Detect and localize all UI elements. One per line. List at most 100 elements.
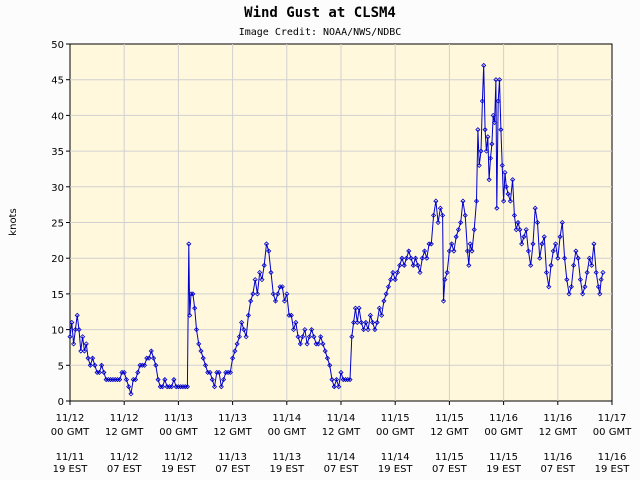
data-point [132, 377, 139, 383]
data-point [479, 98, 485, 104]
y-tick-label: 10 [51, 326, 64, 337]
data-point [537, 255, 543, 261]
data-point [279, 284, 285, 290]
data-point [593, 269, 599, 276]
data-point [559, 219, 565, 226]
data-point [440, 212, 446, 218]
data-point [309, 327, 315, 333]
data-point [562, 255, 568, 261]
data-point [379, 312, 385, 318]
data-point [510, 177, 516, 183]
data-point [597, 291, 603, 297]
x-tick-label-gmt: 12 GMT [322, 427, 361, 438]
data-point [69, 319, 75, 326]
x-tick-label-gmt: 00 GMT [484, 427, 523, 438]
data-point [464, 248, 471, 254]
data-point [475, 127, 481, 133]
data-point [248, 298, 254, 304]
data-point [428, 241, 434, 247]
data-point [320, 341, 326, 347]
data-point [499, 162, 505, 168]
x-tick-label-gmt: 12 GMT [105, 427, 144, 438]
data-point [492, 119, 498, 126]
data-point [498, 127, 504, 133]
x-tick-label-gmt: 11/16 [489, 413, 518, 424]
x-tick-label-gmt: 11/12 [56, 413, 85, 424]
data-point [370, 319, 376, 326]
x-tick-label-est: 19 EST [595, 464, 631, 475]
data-point [521, 234, 527, 240]
data-point [394, 269, 401, 276]
data-point [361, 327, 367, 333]
data-point [543, 269, 550, 276]
x-tick-label-est: 19 EST [53, 464, 89, 475]
series-markers [67, 62, 606, 397]
y-tick-label: 50 [51, 40, 64, 51]
data-point [300, 334, 306, 340]
data-point [494, 205, 500, 211]
data-point [87, 362, 93, 368]
data-point [523, 227, 529, 233]
data-point [365, 327, 371, 333]
data-point [284, 291, 290, 297]
data-point [135, 369, 141, 376]
data-point [455, 227, 461, 233]
data-point [198, 348, 204, 354]
data-point [259, 277, 265, 283]
data-point [171, 377, 177, 383]
data-point [469, 248, 475, 254]
y-tick-label: 25 [51, 219, 64, 230]
data-point [577, 277, 583, 283]
data-point [363, 319, 369, 326]
data-point [507, 198, 513, 204]
data-point [390, 269, 396, 276]
data-point [451, 248, 457, 254]
y-tick-label: 45 [51, 76, 64, 87]
x-tick-label-est: 07 EST [107, 464, 143, 475]
data-point [530, 241, 536, 247]
data-point [483, 148, 490, 154]
data-point [460, 198, 466, 204]
data-point [250, 291, 256, 297]
data-point [376, 305, 382, 311]
data-point [261, 262, 267, 268]
data-point [566, 291, 572, 297]
data-point [318, 334, 324, 340]
data-point [266, 248, 272, 254]
data-point [150, 355, 157, 361]
data-point [495, 98, 501, 104]
data-point [202, 362, 209, 368]
data-point [424, 255, 430, 261]
x-tick-label-est: 11/15 [489, 452, 518, 463]
x-tick-label-gmt: 11/13 [164, 413, 193, 424]
x-tick-label-gmt: 00 GMT [376, 427, 415, 438]
data-point [74, 312, 80, 318]
x-tick-label-est: 11/14 [381, 452, 410, 463]
data-point [83, 341, 89, 347]
data-point [557, 234, 563, 240]
data-point [435, 219, 441, 226]
data-point [383, 291, 389, 297]
data-point [306, 334, 312, 340]
data-point [302, 327, 308, 333]
data-point [78, 348, 84, 354]
data-point [239, 319, 245, 326]
x-tick-label-gmt: 11/14 [272, 413, 301, 424]
x-tick-label-est: 07 EST [324, 464, 360, 475]
data-point [281, 298, 288, 304]
data-point [295, 334, 301, 340]
data-point [421, 248, 428, 254]
data-point [555, 255, 561, 261]
x-tick-label-est: 11/12 [164, 452, 193, 463]
data-point [449, 241, 455, 247]
data-point [193, 327, 200, 333]
y-tick-label: 15 [51, 290, 64, 301]
data-point [534, 219, 541, 226]
data-point [186, 241, 192, 247]
data-point [489, 141, 495, 147]
data-point [338, 369, 344, 376]
data-point [367, 312, 373, 318]
data-point [311, 334, 317, 340]
data-point [471, 227, 477, 233]
data-point [257, 269, 263, 276]
